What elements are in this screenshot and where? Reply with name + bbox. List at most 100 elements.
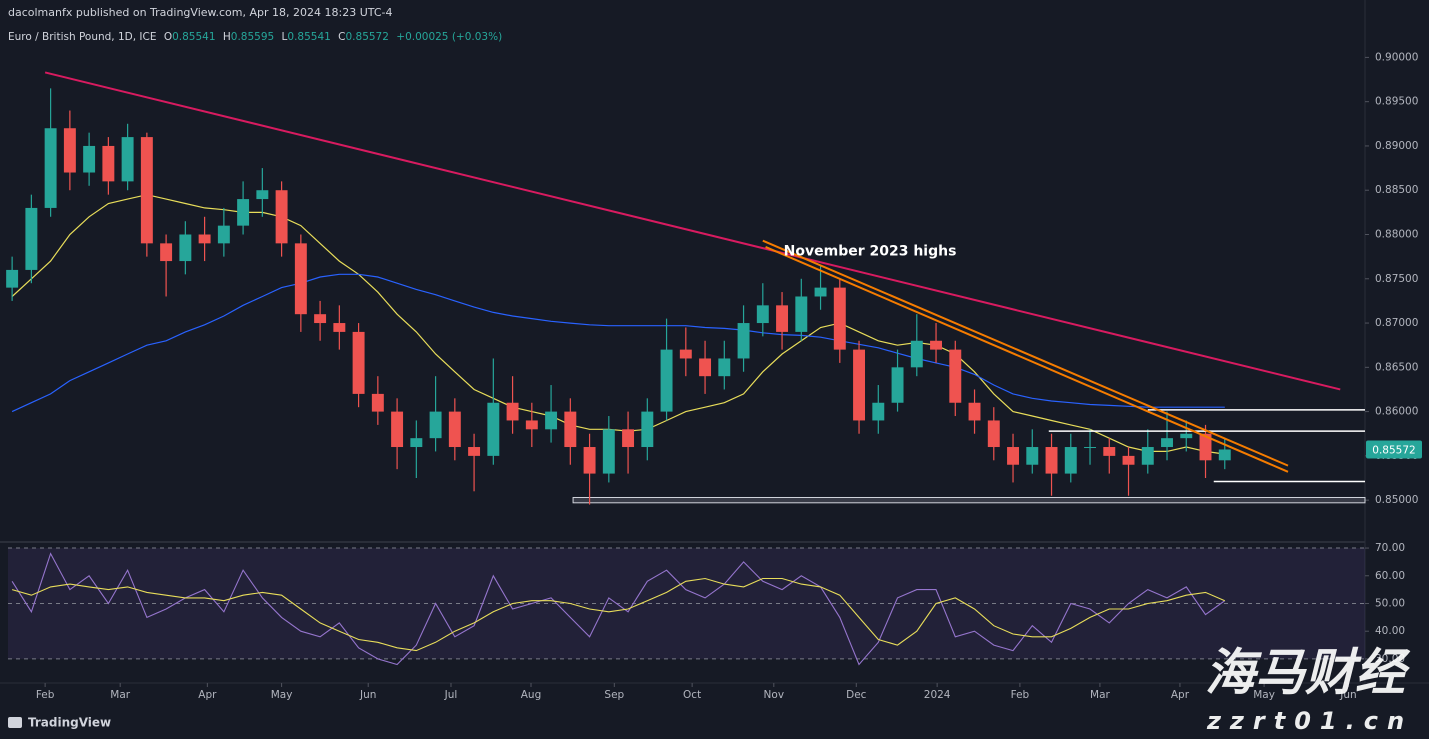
x-tick-label: Mar	[110, 689, 130, 701]
candle-body	[294, 243, 307, 315]
candle-body	[756, 305, 769, 324]
y-tick-label: 0.86500	[1375, 361, 1418, 373]
candle-body	[1045, 447, 1058, 474]
candle-body	[275, 190, 288, 244]
candle-body	[949, 349, 962, 403]
x-tick-label: Mar	[1090, 689, 1110, 701]
candle-body	[699, 358, 712, 377]
watermark-url: zzrt01.cn	[1206, 707, 1413, 735]
candle-body	[468, 447, 481, 456]
candle-body	[1199, 433, 1212, 461]
annotation: November 2023 highs	[784, 243, 957, 259]
x-tick-label: May	[271, 689, 293, 701]
y-tick-label: 0.89500	[1375, 96, 1418, 108]
candle-body	[448, 411, 461, 448]
candle-body	[198, 234, 211, 244]
candle-body	[814, 287, 827, 297]
legend: Euro / British Pound, 1D, ICE O0.85541 H…	[8, 31, 502, 43]
brand-name: TradingView	[28, 716, 111, 730]
x-tick-label: Apr	[1171, 689, 1190, 701]
candle-body	[487, 402, 500, 456]
candle-body	[1161, 438, 1173, 448]
candle-body	[1180, 433, 1193, 439]
candle-body	[602, 429, 615, 474]
ohlc-label: L	[282, 31, 288, 43]
x-tick-label: Sep	[604, 689, 624, 701]
moving-average	[11, 194, 1225, 455]
ohlc-value: 0.85541	[287, 31, 330, 43]
y-tick-label: 60.00	[1375, 570, 1405, 582]
candle-body	[1084, 447, 1096, 449]
ohlc-label: H	[223, 31, 231, 43]
ohlc-value: 0.85541	[172, 31, 215, 43]
candle-body	[641, 411, 654, 448]
y-tick-label: 0.87000	[1375, 317, 1418, 329]
candle-body	[910, 340, 923, 368]
candle-body	[314, 314, 327, 324]
x-tick-label: May	[1253, 689, 1275, 701]
y-tick-label: 0.86000	[1375, 406, 1418, 418]
ohlc-label: O	[164, 31, 172, 43]
brand: TradingView	[8, 716, 111, 730]
support-zone	[572, 496, 1366, 504]
x-tick-label: Feb	[36, 689, 55, 701]
last-price-label: 0.85572	[1372, 445, 1415, 457]
candle-body	[737, 323, 750, 359]
y-tick-label: 70.00	[1375, 542, 1405, 554]
moving-average	[11, 273, 1225, 413]
candle-body	[1007, 447, 1019, 465]
candle-body	[718, 358, 731, 377]
y-tick-label: 0.85000	[1375, 494, 1418, 506]
candle-body	[660, 349, 673, 412]
candle-body	[44, 128, 57, 208]
y-tick-label: 0.89000	[1375, 140, 1418, 152]
publisher: dacolmanfx published on TradingView.com,…	[8, 6, 392, 19]
candle-body	[121, 137, 134, 182]
candle-body	[256, 190, 269, 200]
candle-body	[1218, 449, 1231, 461]
candle-body	[1141, 447, 1154, 465]
candle-body	[352, 331, 365, 394]
candle-body	[391, 411, 404, 448]
change: +0.00025 (+0.03%)	[396, 31, 502, 43]
y-tick-label: 0.88500	[1375, 184, 1418, 196]
x-tick-label: Jun	[1339, 689, 1356, 701]
y-tick-label: 0.90000	[1375, 51, 1418, 63]
x-tick-label: 2024	[924, 689, 951, 701]
candle-body	[679, 349, 692, 359]
candle-body	[6, 269, 19, 288]
candle-body	[102, 145, 115, 182]
ohlc-value: 0.85595	[231, 31, 274, 43]
x-tick-label: Dec	[846, 689, 867, 701]
x-tick-label: Nov	[764, 689, 785, 701]
trend-line	[762, 239, 1289, 467]
candle-body	[410, 438, 423, 448]
candle-body	[872, 402, 885, 421]
candle-body	[179, 234, 192, 262]
ohlc-value: 0.85572	[346, 31, 389, 43]
candle-body	[930, 340, 943, 350]
x-tick-label: Apr	[198, 689, 217, 701]
candle-body	[583, 447, 596, 474]
candle-body	[371, 393, 384, 412]
y-tick-label: 30.00	[1375, 653, 1405, 665]
candle-body	[891, 367, 904, 403]
candle-body	[833, 287, 846, 350]
ohlc-label: C	[338, 31, 345, 43]
candle-body	[1064, 447, 1077, 474]
x-tick-label: Feb	[1011, 689, 1030, 701]
candle-body	[160, 243, 173, 262]
candle-body	[429, 411, 442, 439]
watermark-title: 海马财经	[1205, 644, 1411, 702]
trend-line	[765, 245, 1289, 473]
candle-body	[237, 199, 250, 226]
candle-body	[564, 411, 577, 448]
symbol: Euro / British Pound, 1D, ICE	[8, 31, 156, 43]
rsi-line	[11, 552, 1226, 666]
candle-body	[987, 420, 1000, 448]
candle-body	[25, 207, 38, 270]
x-tick-label: Aug	[521, 689, 542, 701]
